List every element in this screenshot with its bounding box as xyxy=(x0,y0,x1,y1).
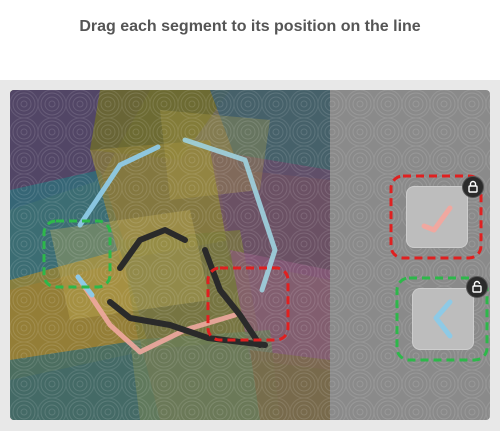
draggable-piece-1[interactable] xyxy=(406,186,468,248)
piece-2-unlock-button[interactable] xyxy=(466,276,488,298)
piece-1-lock-button[interactable] xyxy=(462,176,484,198)
blue-chevron-segment-icon xyxy=(433,299,453,339)
instruction-title: Drag each segment to its position on the… xyxy=(79,18,421,35)
piece-1-status-frame xyxy=(389,174,483,260)
target-slot-right[interactable] xyxy=(206,266,290,342)
artwork-area xyxy=(10,90,330,420)
target-slot-left[interactable] xyxy=(42,219,112,289)
target-line xyxy=(75,137,278,355)
puzzle-board xyxy=(10,90,490,420)
pink-check-segment-icon xyxy=(421,205,453,233)
lock-icon xyxy=(468,180,478,193)
draggable-piece-2[interactable] xyxy=(412,288,474,350)
piece-tray xyxy=(330,90,490,420)
puzzle-frame xyxy=(0,80,500,431)
puzzle-background xyxy=(10,90,490,420)
unlock-icon xyxy=(472,280,482,293)
piece-2-status-frame xyxy=(395,276,489,362)
